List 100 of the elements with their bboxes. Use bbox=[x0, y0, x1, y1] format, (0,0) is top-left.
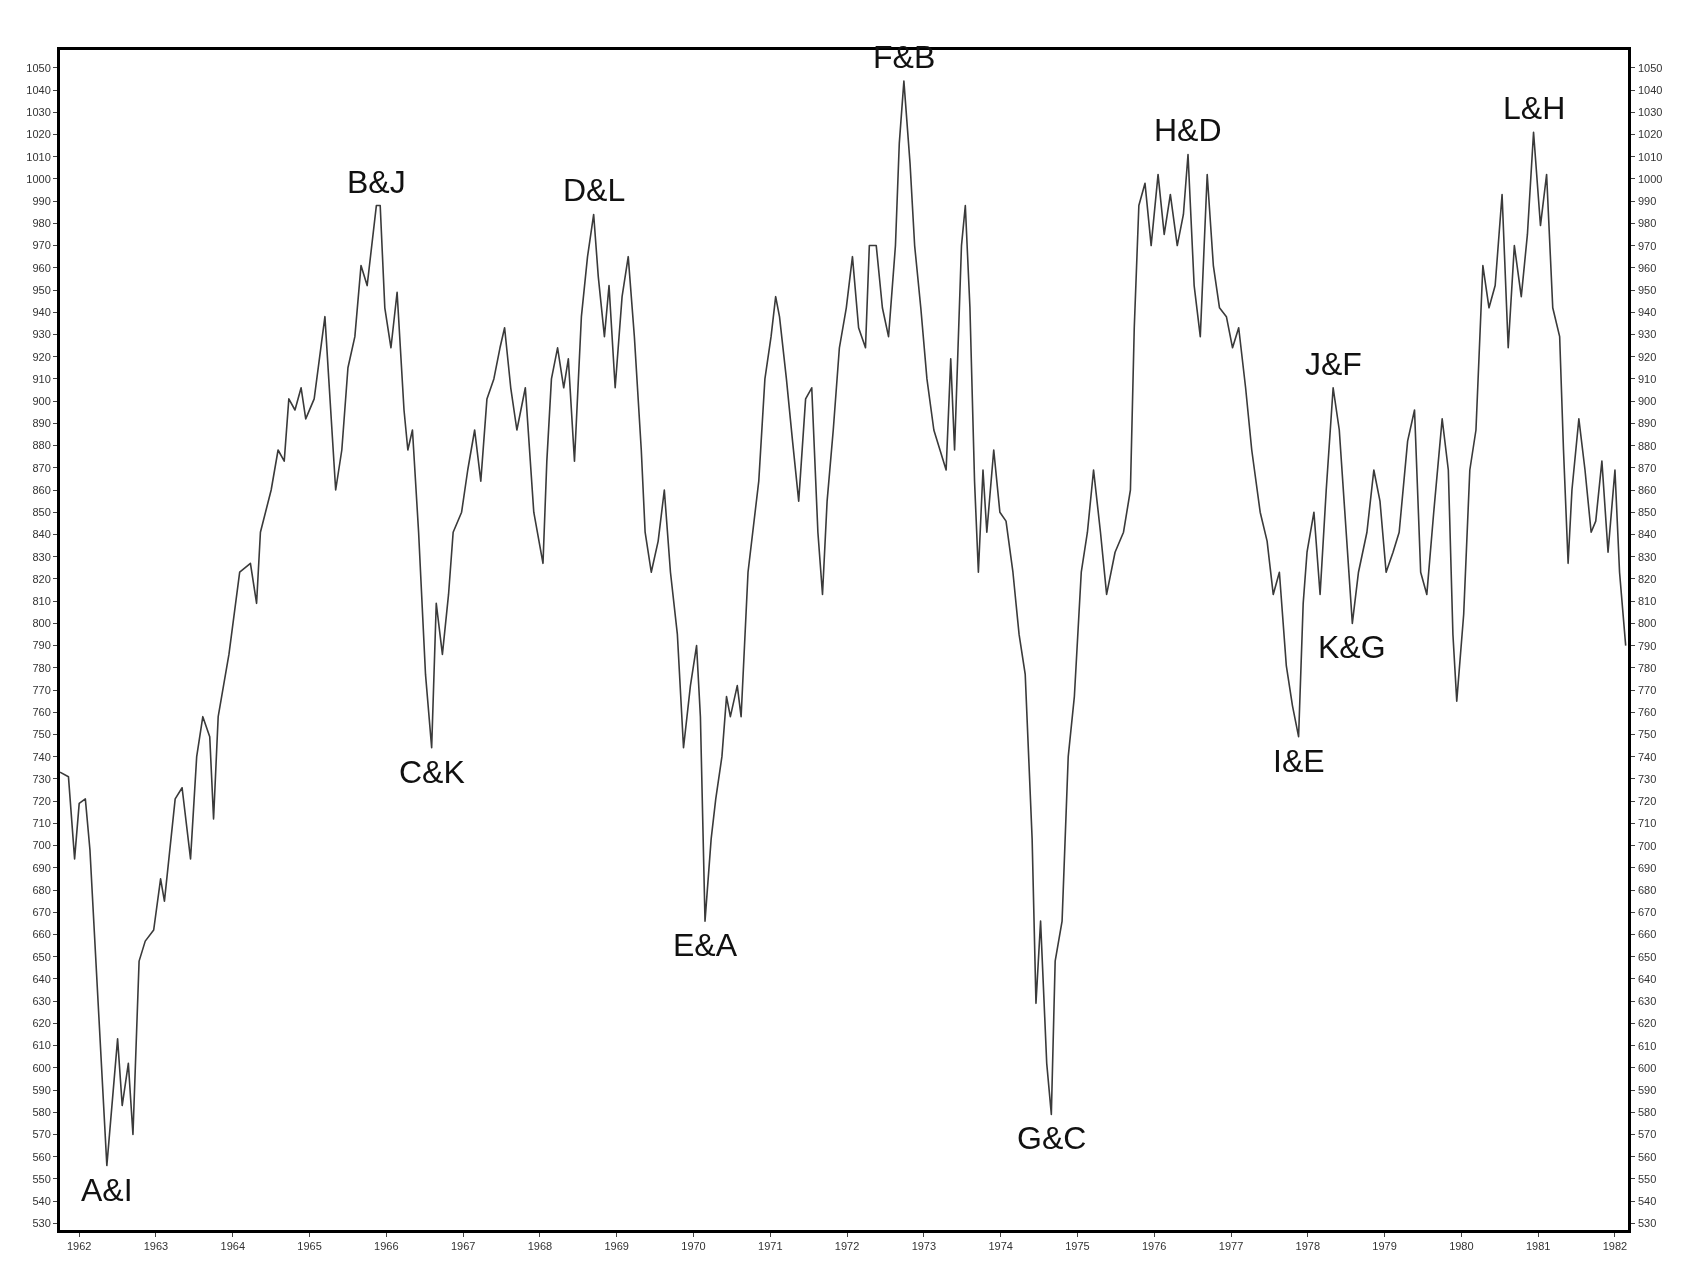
y-tick-label: 730 bbox=[32, 772, 51, 785]
y-tick-label: 1030 bbox=[26, 106, 51, 119]
y2-tick-label: 1010 bbox=[1638, 151, 1663, 163]
y-tick-label: 560 bbox=[32, 1150, 51, 1163]
y-tick-label: 600 bbox=[32, 1061, 51, 1074]
y2-tick-label: 760 bbox=[1638, 706, 1657, 718]
y2-tick-label: 790 bbox=[1638, 640, 1657, 652]
x-tick-label: 1981 bbox=[1525, 1240, 1551, 1253]
y2-tick-label: 680 bbox=[1638, 884, 1657, 896]
line-series bbox=[60, 80, 1627, 1167]
x-tick-label: 1979 bbox=[1372, 1240, 1397, 1253]
y-tick-label: 1050 bbox=[26, 61, 51, 74]
y-tick-label: 620 bbox=[32, 1017, 51, 1030]
y2-tick-label: 810 bbox=[1638, 595, 1657, 607]
y-tick-label: 890 bbox=[32, 417, 51, 430]
y2-tick-label: 890 bbox=[1638, 417, 1657, 429]
y-tick-label: 930 bbox=[32, 328, 51, 341]
y-tick-label: 640 bbox=[32, 972, 51, 985]
y2-tick-label: 630 bbox=[1638, 995, 1657, 1007]
y-tick-label: 760 bbox=[32, 706, 51, 719]
x-tick-label: 1976 bbox=[1141, 1240, 1167, 1253]
annotation: J&F bbox=[1305, 346, 1362, 382]
annotation: L&H bbox=[1503, 90, 1566, 126]
y-tick-label: 840 bbox=[32, 528, 51, 541]
y-tick-label: 680 bbox=[32, 883, 51, 896]
y2-tick-label: 900 bbox=[1638, 395, 1657, 407]
x-tick-label: 1973 bbox=[911, 1240, 937, 1253]
y2-tick-label: 540 bbox=[1638, 1195, 1657, 1207]
y2-tick-label: 920 bbox=[1638, 351, 1657, 363]
y2-tick-label: 830 bbox=[1638, 551, 1657, 563]
y2-tick-label: 660 bbox=[1638, 928, 1657, 940]
annotation: A&I bbox=[81, 1172, 133, 1208]
y2-tick-label: 720 bbox=[1638, 795, 1657, 807]
x-tick-label: 1962 bbox=[66, 1240, 92, 1253]
y-tick-label: 830 bbox=[32, 550, 51, 563]
y2-tick-label: 1030 bbox=[1638, 106, 1663, 118]
y2-tick-label: 1040 bbox=[1638, 84, 1663, 96]
annotation: K&G bbox=[1318, 629, 1386, 665]
x-tick-label: 1977 bbox=[1218, 1240, 1244, 1253]
y2-tick-label: 910 bbox=[1638, 373, 1657, 385]
y-tick-label: 920 bbox=[32, 350, 51, 363]
y2-tick-label: 690 bbox=[1638, 862, 1657, 874]
y2-tick-label: 670 bbox=[1638, 906, 1657, 918]
y2-tick-label: 770 bbox=[1638, 684, 1657, 696]
y2-tick-label: 640 bbox=[1638, 973, 1657, 985]
y-tick-label: 630 bbox=[32, 994, 51, 1007]
y2-tick-label: 800 bbox=[1638, 617, 1657, 629]
y-tick-label: 720 bbox=[32, 794, 51, 807]
x-tick-label: 1980 bbox=[1449, 1240, 1474, 1253]
y2-tick-label: 980 bbox=[1638, 217, 1657, 229]
y-tick-label: 780 bbox=[32, 661, 51, 674]
y2-tick-label: 580 bbox=[1638, 1106, 1657, 1118]
annotation: C&K bbox=[399, 754, 465, 790]
x-tick-label: 1965 bbox=[297, 1240, 322, 1253]
y2-tick-label: 1000 bbox=[1638, 173, 1663, 185]
y2-tick-label: 570 bbox=[1638, 1128, 1657, 1140]
y2-tick-label: 650 bbox=[1638, 951, 1657, 963]
y2-tick-label: 600 bbox=[1638, 1062, 1657, 1074]
y2-tick-label: 700 bbox=[1638, 840, 1657, 852]
y2-tick-label: 590 bbox=[1638, 1084, 1657, 1096]
x-tick-label: 1964 bbox=[220, 1240, 246, 1253]
x-tick-label: 1978 bbox=[1295, 1240, 1321, 1253]
y-tick-label: 960 bbox=[32, 261, 51, 274]
y-tick-label: 750 bbox=[32, 728, 51, 741]
y-tick-label: 850 bbox=[32, 506, 51, 519]
y-tick-label: 940 bbox=[32, 306, 51, 319]
annotation: F&B bbox=[873, 39, 936, 75]
annotation: I&E bbox=[1273, 743, 1325, 779]
annotation: H&D bbox=[1154, 112, 1222, 148]
y2-tick-label: 930 bbox=[1638, 328, 1657, 340]
annotation: G&C bbox=[1017, 1120, 1087, 1156]
annotation: D&L bbox=[563, 172, 626, 208]
y-tick-label: 530 bbox=[32, 1217, 51, 1230]
y2-tick-label: 550 bbox=[1638, 1173, 1657, 1185]
y2-tick-label: 780 bbox=[1638, 662, 1657, 674]
y-tick-label: 950 bbox=[32, 283, 51, 296]
y-tick-label: 650 bbox=[32, 950, 51, 963]
y2-tick-label: 610 bbox=[1638, 1040, 1657, 1052]
y-tick-label: 1040 bbox=[26, 83, 51, 96]
y-tick-label: 900 bbox=[32, 394, 51, 407]
y2-tick-label: 560 bbox=[1638, 1151, 1657, 1163]
y2-tick-label: 1050 bbox=[1638, 62, 1663, 74]
y-tick-label: 820 bbox=[32, 572, 51, 585]
y-tick-label: 860 bbox=[32, 483, 51, 496]
x-tick-label: 1968 bbox=[527, 1240, 553, 1253]
y2-tick-label: 860 bbox=[1638, 484, 1657, 496]
y-tick-label: 570 bbox=[32, 1128, 51, 1141]
y-tick-label: 610 bbox=[32, 1039, 51, 1052]
x-tick-label: 1969 bbox=[604, 1240, 629, 1253]
annotation: B&J bbox=[347, 164, 406, 200]
x-tick-label: 1966 bbox=[374, 1240, 399, 1253]
y2-tick-label: 620 bbox=[1638, 1017, 1657, 1029]
y-tick-label: 670 bbox=[32, 906, 51, 919]
y2-tick-label: 960 bbox=[1638, 262, 1657, 274]
y-tick-label: 770 bbox=[32, 683, 51, 696]
y-tick-label: 790 bbox=[32, 639, 51, 652]
y-tick-label: 700 bbox=[32, 839, 51, 852]
y-tick-label: 910 bbox=[32, 372, 51, 385]
y-tick-label: 990 bbox=[32, 194, 51, 207]
y2-tick-label: 750 bbox=[1638, 728, 1657, 740]
